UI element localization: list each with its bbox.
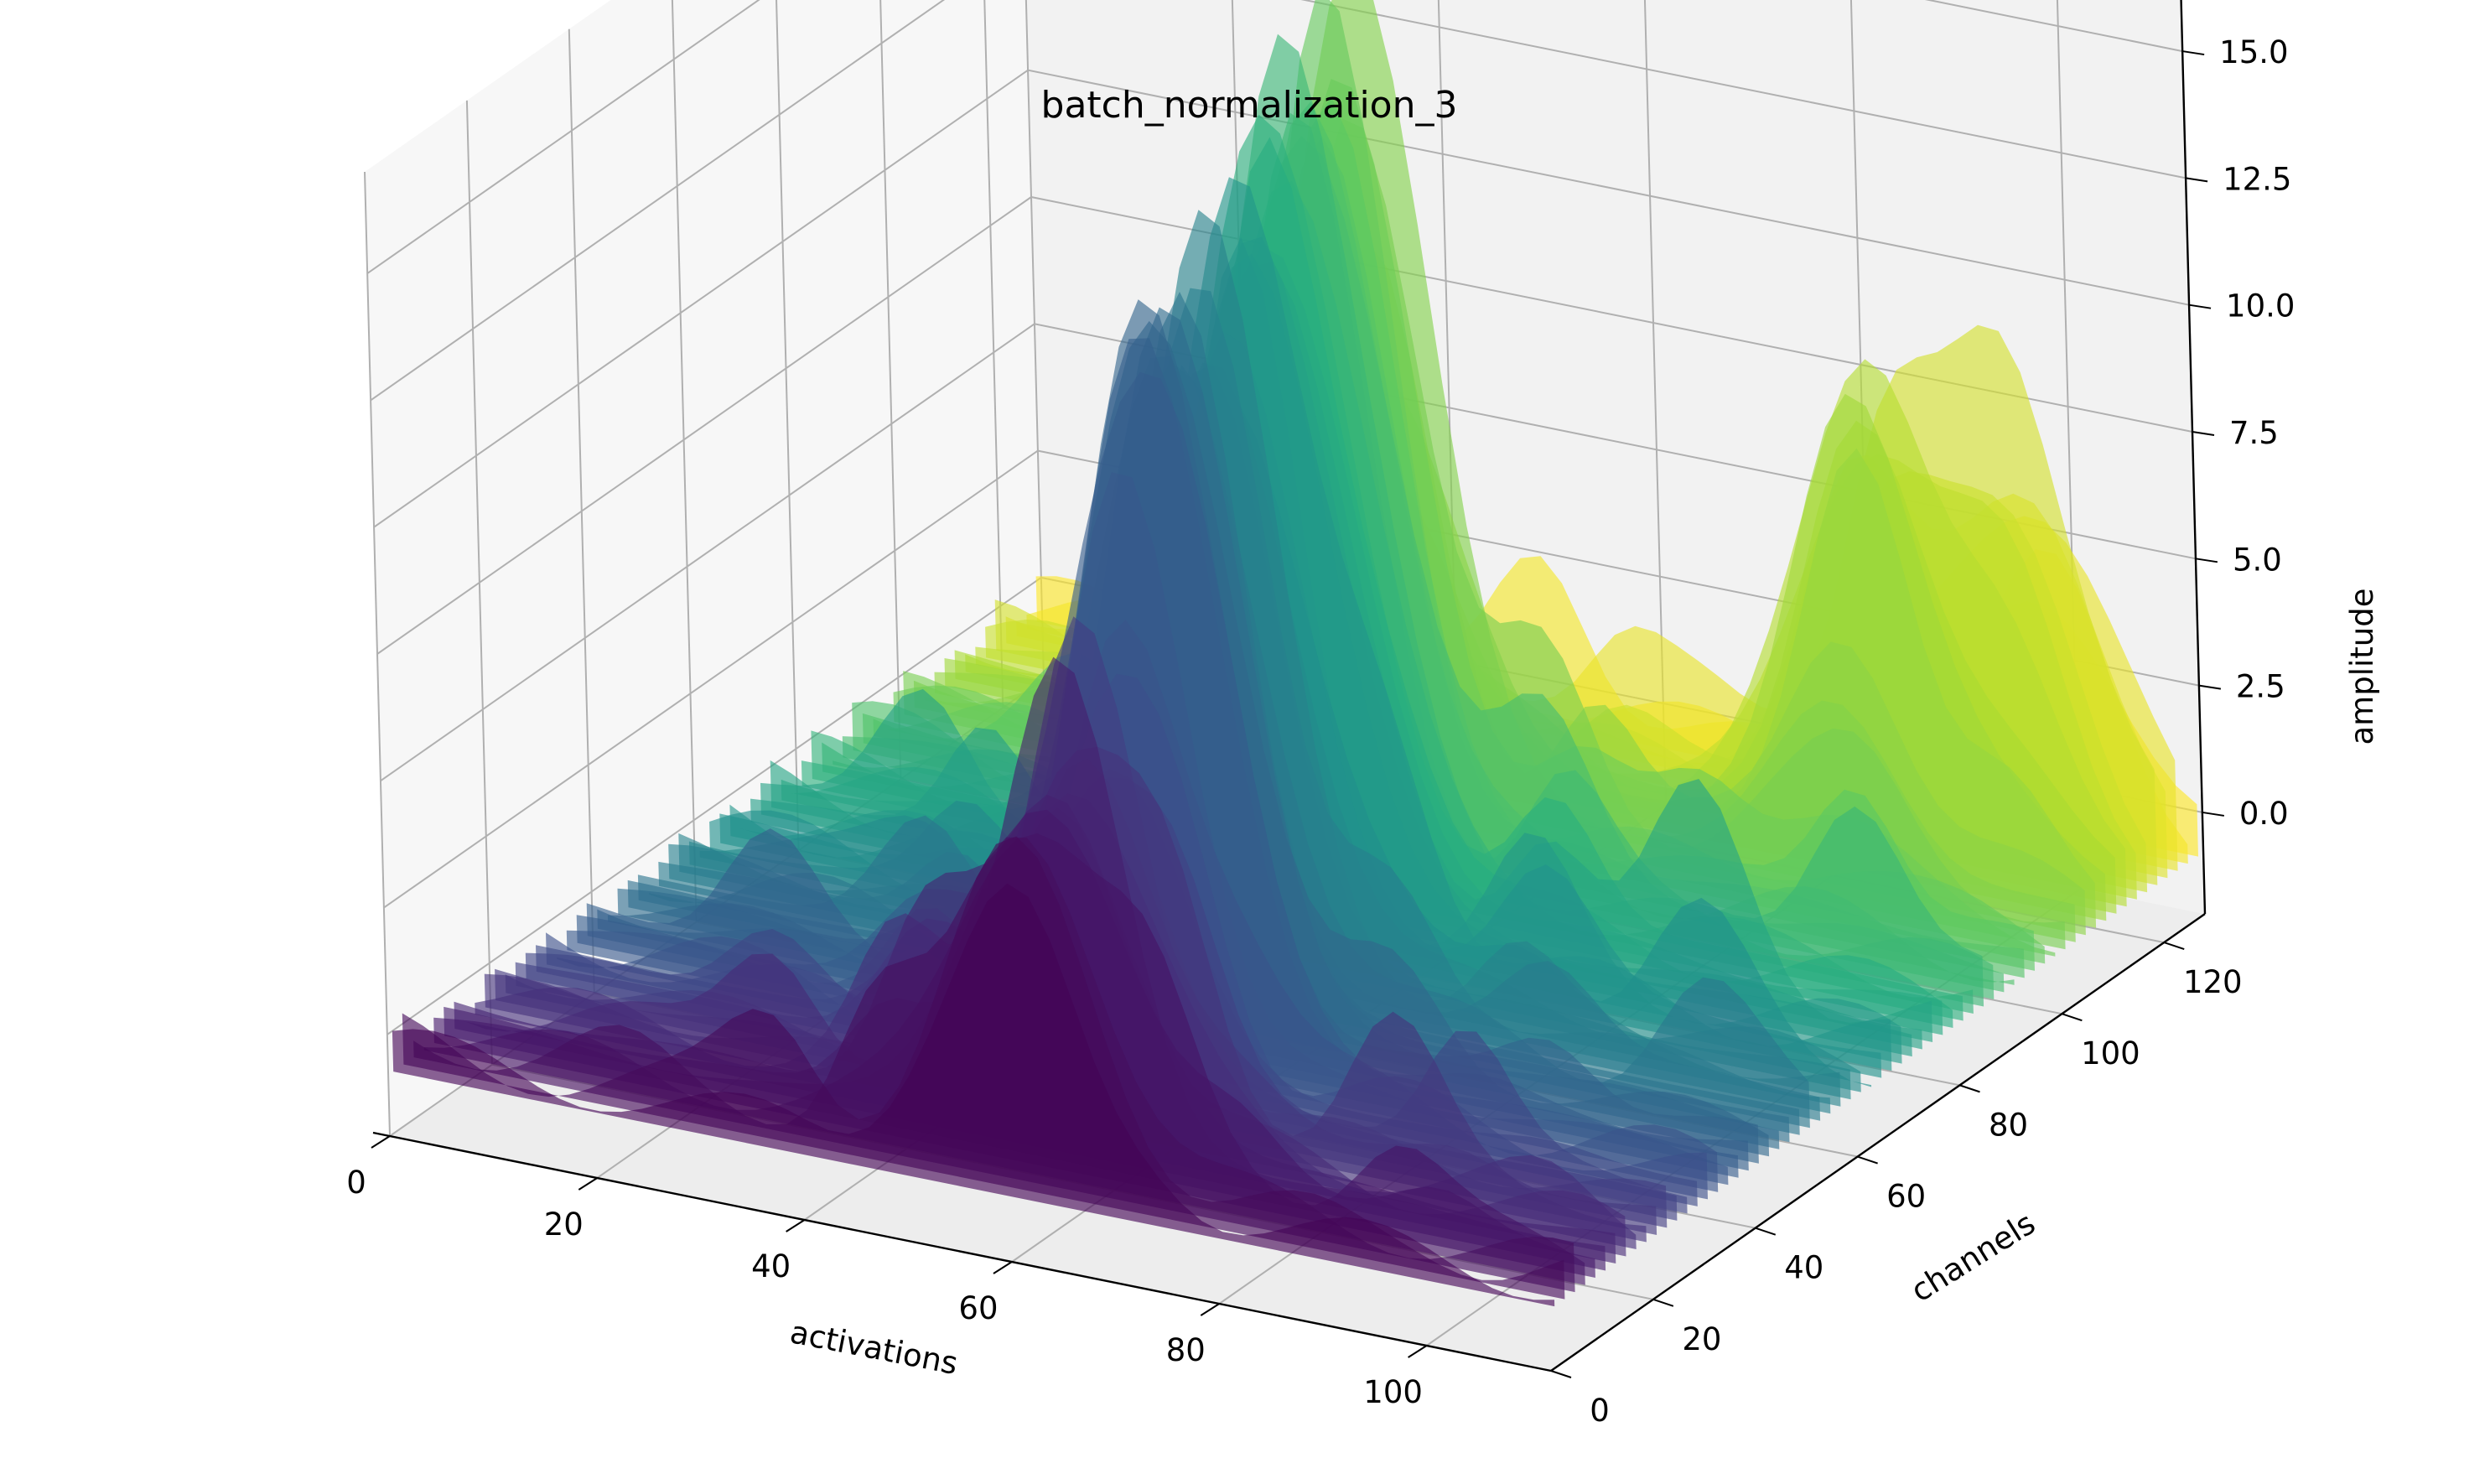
x-tick-mark (786, 1219, 806, 1232)
y-tick-mark (1857, 1155, 1878, 1165)
z-tick-mark (2192, 431, 2215, 436)
z-tick-mark (2195, 558, 2218, 563)
tick-labels: 0 20 40 60 80 100 0 20 40 60 80 100 120 0.0 2.5 5.0 7.5 1… (346, 34, 2295, 1429)
grid-line-z (370, 0, 2187, 402)
z-axis-label: amplitude (2344, 589, 2380, 745)
grid-line-z (373, 69, 2190, 528)
channel-surfaces (392, 0, 2198, 1307)
y-tick-label: 80 (1989, 1107, 2028, 1143)
y-tick-mark (2163, 942, 2185, 951)
y-tick-label: 120 (2183, 964, 2243, 1000)
z-tick-mark (2185, 177, 2208, 183)
x-tick-label: 60 (958, 1290, 998, 1326)
y-axis-line (1550, 913, 2206, 1372)
x-tick-mark (371, 1135, 391, 1149)
x-tick-label: 0 (346, 1165, 366, 1201)
grid-line-z (366, 0, 2183, 274)
y-tick-mark (1755, 1227, 1777, 1236)
chart-title: batch_normalization_3 (1041, 84, 1458, 127)
grid-line-z (376, 195, 2193, 655)
x-tick-label: 100 (1363, 1374, 1423, 1410)
y-tick-label: 100 (2081, 1035, 2140, 1071)
z-tick-label: 2.5 (2236, 669, 2285, 705)
z-tick-mark (2182, 50, 2205, 56)
y-tick-label: 60 (1886, 1179, 1926, 1215)
x-tick-mark (993, 1261, 1013, 1274)
z-tick-mark (2202, 811, 2224, 817)
z-tick-label: 15.0 (2219, 34, 2288, 70)
channel-surface (791, 137, 1953, 1028)
y-tick-mark (1959, 1084, 1980, 1093)
axes-lines (371, 0, 2224, 1378)
y-axis-label: channels (1905, 1205, 2041, 1309)
z-tick-label: 7.5 (2229, 415, 2279, 451)
channel-surface (392, 883, 1555, 1307)
grid-line-z (380, 323, 2197, 782)
x-tick-label: 40 (751, 1248, 791, 1284)
z-tick-mark (2188, 304, 2212, 309)
x-tick-mark (1408, 1345, 1428, 1358)
x-tick-mark (1200, 1303, 1220, 1316)
x-tick-mark (578, 1177, 598, 1191)
z-tick-label: 5.0 (2233, 542, 2282, 578)
z-tick-label: 10.0 (2226, 288, 2295, 324)
z-tick-label: 12.5 (2223, 161, 2291, 197)
channel-surface (729, 177, 1892, 1071)
x-axis-line (372, 1131, 1552, 1372)
x-tick-label: 20 (544, 1206, 584, 1243)
z-tick-mark (2198, 684, 2222, 690)
y-tick-mark (1652, 1298, 1674, 1307)
y-tick-label: 40 (1784, 1250, 1823, 1286)
y-tick-label: 0 (1590, 1393, 1610, 1429)
pane-left (365, 0, 1044, 1136)
x-axis-label: activations (787, 1314, 961, 1382)
y-tick-label: 20 (1682, 1321, 1721, 1357)
y-tick-mark (2062, 1013, 2083, 1022)
y-tick-mark (1550, 1370, 1572, 1378)
z-tick-label: 0.0 (2239, 796, 2289, 832)
x-tick-label: 80 (1166, 1332, 1206, 1368)
